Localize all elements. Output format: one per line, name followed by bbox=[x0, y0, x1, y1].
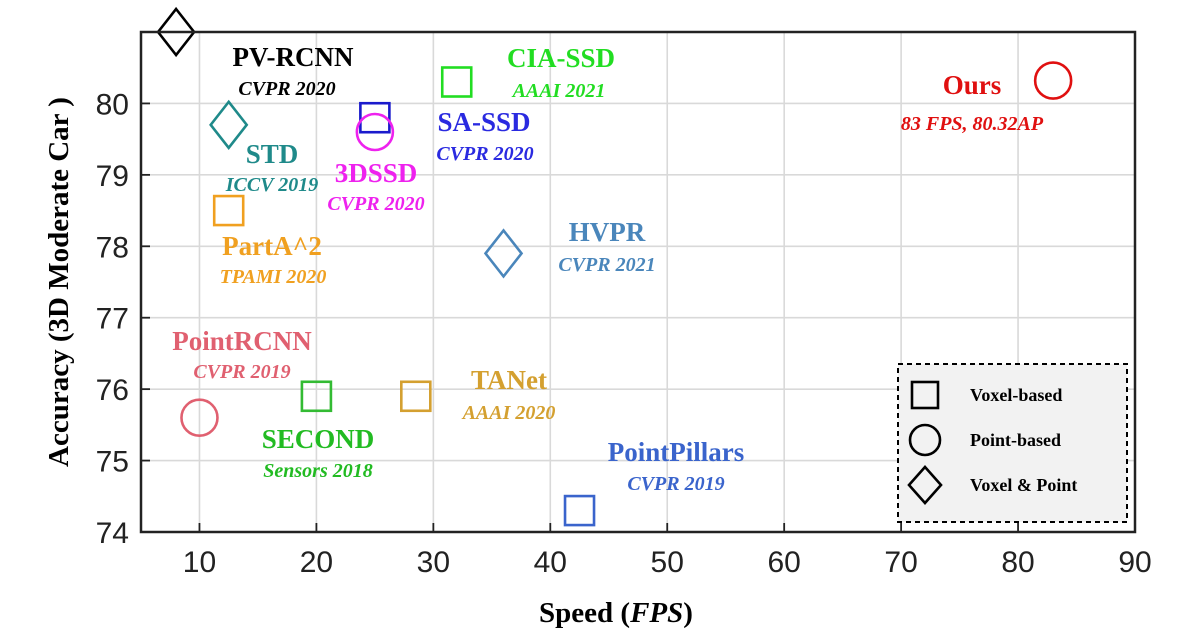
legend-square-icon bbox=[910, 380, 940, 410]
point-labels: PV-RCNN CVPR 2020 CIA-SSD AAAI 2021 SA-SSD CV… bbox=[172, 42, 1044, 495]
x-tick-label: 40 bbox=[534, 546, 567, 579]
point-name-3dssd: 3DSSD bbox=[335, 158, 418, 188]
y-tick-label: 77 bbox=[96, 303, 129, 336]
axis-ticks: 10 20 30 40 50 60 70 80 90 74 75 76 77 78 79 80 bbox=[96, 88, 1152, 579]
plot-frame bbox=[139, 30, 1137, 534]
point-pointrcnn bbox=[180, 398, 219, 438]
point-name-pointpillars: PointPillars bbox=[608, 437, 745, 467]
y-tick-label: 75 bbox=[96, 446, 129, 479]
point-venue-std: ICCV 2019 bbox=[225, 174, 318, 196]
y-tick-label: 80 bbox=[96, 88, 129, 121]
y-axis-title: Accuracy (3D Moderate Car ) bbox=[43, 97, 75, 467]
point-name-hvpr: HVPR bbox=[569, 217, 646, 247]
point-std bbox=[209, 99, 249, 150]
point-sa-ssd bbox=[359, 101, 391, 134]
point-venue-tanet: AAAI 2020 bbox=[461, 402, 556, 424]
point-venue-hvpr: CVPR 2021 bbox=[558, 254, 655, 276]
x-tick-label: 90 bbox=[1118, 546, 1151, 579]
point-venue-pv-rcnn: CVPR 2020 bbox=[238, 78, 335, 100]
legend-label: Point-based bbox=[970, 430, 1061, 450]
x-tick-label: 80 bbox=[1001, 546, 1034, 579]
x-tick-label: 30 bbox=[417, 546, 450, 579]
x-axis-title-suffix: ) bbox=[683, 597, 693, 629]
x-tick-label: 20 bbox=[300, 546, 333, 579]
point-name-cia-ssd: CIA-SSD bbox=[507, 43, 615, 73]
y-tick-label: 78 bbox=[96, 231, 129, 264]
legend-circle-icon bbox=[908, 423, 942, 457]
legend-label: Voxel-based bbox=[970, 385, 1062, 405]
point-tanet bbox=[400, 380, 432, 413]
x-tick-label: 70 bbox=[884, 546, 917, 579]
point-venue-sa-ssd: CVPR 2020 bbox=[436, 143, 533, 165]
point-name-std: STD bbox=[246, 139, 299, 169]
x-axis-title: Speed (FPS) bbox=[539, 597, 693, 629]
legend-box bbox=[897, 363, 1128, 523]
point-name-parta-2: PartA^2 bbox=[222, 231, 322, 261]
point-parta-2 bbox=[212, 194, 245, 227]
x-tick-label: 60 bbox=[767, 546, 800, 579]
point-venue-pointrcnn: CVPR 2019 bbox=[193, 361, 290, 383]
point-cia-ssd bbox=[440, 66, 473, 98]
x-axis-title-prefix: Speed ( bbox=[539, 597, 630, 629]
point-hvpr bbox=[483, 228, 524, 279]
point-venue-3dssd: CVPR 2020 bbox=[327, 193, 424, 215]
x-axis-title-unit: FPS bbox=[629, 597, 683, 629]
point-name-sa-ssd: SA-SSD bbox=[437, 107, 530, 137]
point-venue-parta-2: TPAMI 2020 bbox=[220, 266, 327, 288]
point-name-tanet: TANet bbox=[471, 365, 547, 395]
point-pv-rcnn bbox=[156, 6, 196, 58]
point-3dssd bbox=[355, 112, 395, 152]
y-tick-label: 79 bbox=[96, 160, 129, 193]
x-tick-label: 10 bbox=[183, 546, 216, 579]
legend-diamond-icon bbox=[907, 465, 943, 505]
legend-label: Voxel & Point bbox=[970, 475, 1077, 495]
point-name-pv-rcnn: PV-RCNN bbox=[233, 42, 354, 72]
point-venue-second: Sensors 2018 bbox=[263, 460, 372, 482]
point-name-ours: Ours bbox=[943, 70, 1002, 100]
y-tick-label: 74 bbox=[96, 517, 129, 550]
y-tick-label: 76 bbox=[96, 374, 129, 407]
point-second bbox=[300, 380, 333, 413]
point-name-second: SECOND bbox=[262, 424, 375, 454]
x-tick-label: 50 bbox=[651, 546, 684, 579]
data-points bbox=[156, 6, 1073, 527]
point-ours bbox=[1033, 61, 1073, 100]
point-name-pointrcnn: PointRCNN bbox=[172, 326, 312, 356]
point-pointpillars bbox=[563, 494, 596, 527]
point-venue-ours: 83 FPS, 80.32AP bbox=[901, 113, 1044, 135]
legend: Voxel-based Point-based Voxel & Point bbox=[897, 363, 1128, 523]
point-venue-pointpillars: CVPR 2019 bbox=[627, 473, 724, 495]
point-venue-cia-ssd: AAAI 2021 bbox=[511, 80, 606, 102]
